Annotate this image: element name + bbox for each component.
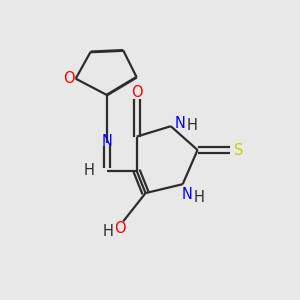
Text: N: N <box>101 134 112 148</box>
Text: N: N <box>175 116 186 131</box>
Text: H: H <box>84 163 94 178</box>
Text: S: S <box>234 142 243 158</box>
Text: H: H <box>102 224 113 239</box>
Text: O: O <box>131 85 142 100</box>
Text: O: O <box>115 221 126 236</box>
Text: H: H <box>187 118 198 133</box>
Text: O: O <box>63 71 75 86</box>
Text: N: N <box>182 187 193 202</box>
Text: H: H <box>194 190 205 205</box>
